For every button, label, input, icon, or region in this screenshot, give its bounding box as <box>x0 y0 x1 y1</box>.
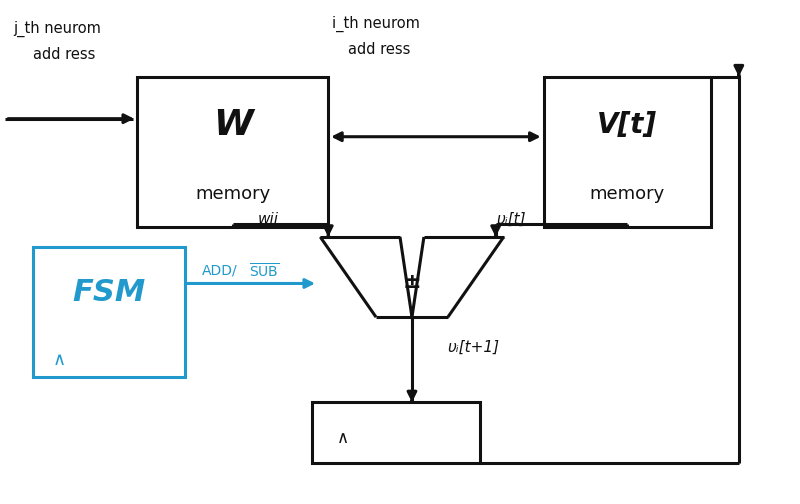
Text: W: W <box>213 108 253 142</box>
Text: j_th neurom: j_th neurom <box>14 21 102 37</box>
Text: υᵢ[t]: υᵢ[t] <box>497 212 526 227</box>
Text: add ress: add ress <box>348 41 410 56</box>
Bar <box>137 77 328 227</box>
Bar <box>34 247 185 377</box>
Text: V[t]: V[t] <box>598 111 658 139</box>
Text: wij: wij <box>258 212 279 227</box>
Text: $\overline{\mathrm{SUB}}$: $\overline{\mathrm{SUB}}$ <box>249 262 279 280</box>
Bar <box>312 402 480 463</box>
Text: ∧: ∧ <box>337 429 349 448</box>
Text: memory: memory <box>590 185 665 203</box>
Text: memory: memory <box>195 185 270 203</box>
Text: ±: ± <box>402 272 422 292</box>
Text: i_th neurom: i_th neurom <box>332 16 420 32</box>
Text: ADD/: ADD/ <box>202 264 238 278</box>
Text: υᵢ[t+1]: υᵢ[t+1] <box>448 340 500 355</box>
Text: add ress: add ress <box>34 46 96 61</box>
Text: ∧: ∧ <box>52 351 66 369</box>
Bar <box>543 77 711 227</box>
Text: FSM: FSM <box>72 278 146 307</box>
